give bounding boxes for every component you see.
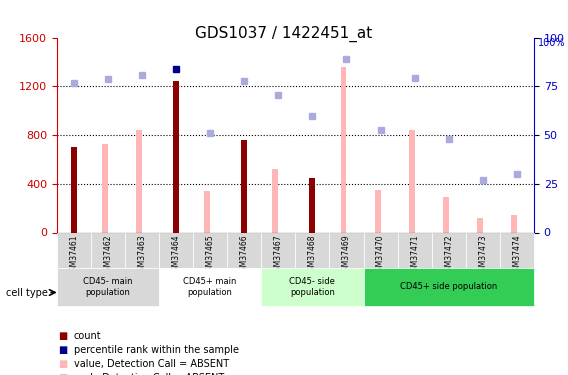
FancyBboxPatch shape [398,232,432,268]
Text: 100%: 100% [538,38,566,48]
Text: GSM37474: GSM37474 [512,234,521,276]
FancyBboxPatch shape [159,232,193,268]
Text: GSM37473: GSM37473 [478,234,487,276]
FancyBboxPatch shape [261,268,364,306]
Text: GDS1037 / 1422451_at: GDS1037 / 1422451_at [195,26,373,42]
Text: GSM37469: GSM37469 [342,234,351,276]
Bar [173,81,179,232]
Bar [511,215,517,232]
Text: ■: ■ [58,331,67,340]
Bar [442,197,449,232]
Text: ■: ■ [58,359,67,369]
Bar [272,169,278,232]
Text: ■: ■ [58,345,67,355]
Bar [477,218,483,232]
Text: GSM37463: GSM37463 [137,234,147,276]
Text: GSM37462: GSM37462 [103,234,112,276]
FancyBboxPatch shape [57,268,159,306]
Text: cell type: cell type [6,288,48,297]
FancyBboxPatch shape [466,232,500,268]
Bar [374,190,381,232]
FancyBboxPatch shape [329,232,364,268]
Text: ■: ■ [58,374,67,375]
Text: GSM37465: GSM37465 [206,234,215,276]
FancyBboxPatch shape [364,268,534,306]
Bar [204,191,210,232]
FancyBboxPatch shape [91,232,125,268]
Text: CD45+ main
population: CD45+ main population [183,277,237,297]
Text: GSM37466: GSM37466 [240,234,249,276]
Text: GSM37472: GSM37472 [444,234,453,276]
FancyBboxPatch shape [227,232,261,268]
Bar [340,67,346,232]
Text: CD45- main
population: CD45- main population [83,277,133,297]
Text: value, Detection Call = ABSENT: value, Detection Call = ABSENT [74,359,229,369]
Text: GSM37470: GSM37470 [376,234,385,276]
Text: count: count [74,331,102,340]
Text: rank, Detection Call = ABSENT: rank, Detection Call = ABSENT [74,374,224,375]
Bar [102,144,108,232]
Text: GSM37468: GSM37468 [308,234,317,276]
FancyBboxPatch shape [261,232,295,268]
Text: GSM37461: GSM37461 [69,234,78,276]
FancyBboxPatch shape [500,232,534,268]
FancyBboxPatch shape [295,232,329,268]
FancyBboxPatch shape [432,232,466,268]
FancyBboxPatch shape [364,232,398,268]
Text: CD45+ side population: CD45+ side population [400,282,498,291]
FancyBboxPatch shape [125,232,159,268]
Text: percentile rank within the sample: percentile rank within the sample [74,345,239,355]
Bar [408,130,415,232]
Text: GSM37471: GSM37471 [410,234,419,276]
Text: CD45- side
population: CD45- side population [290,277,335,297]
Text: GSM37467: GSM37467 [274,234,283,276]
Bar [71,147,77,232]
Bar [136,130,142,232]
FancyBboxPatch shape [57,232,91,268]
Bar [241,140,247,232]
FancyBboxPatch shape [193,232,227,268]
Text: GSM37464: GSM37464 [172,234,181,276]
Bar [310,178,315,232]
FancyBboxPatch shape [159,268,261,306]
